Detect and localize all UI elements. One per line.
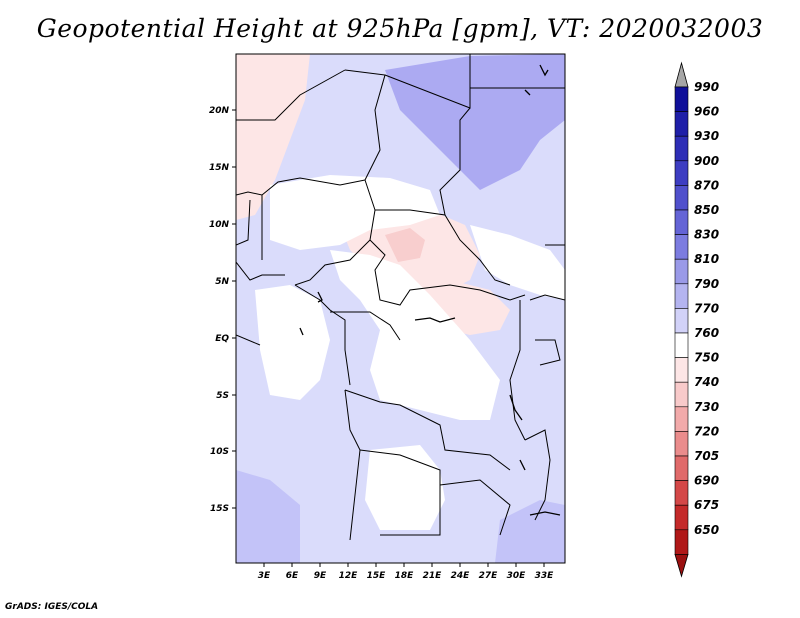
lat-tick-label: 15S: [210, 504, 229, 514]
lon-tick-label: 6E: [286, 571, 299, 581]
grads-credit: GrADS: IGES/COLA: [5, 602, 99, 612]
chart-title: Geopotential Height at 925hPa [gpm], VT:…: [36, 14, 764, 43]
lat-tick-label: 20N: [209, 106, 230, 116]
colorbar-level-label: 790: [694, 277, 719, 291]
colorbar-level-label: 770: [694, 301, 719, 315]
colorbar-level-label: 900: [694, 154, 719, 168]
colorbar-level-label: 720: [694, 424, 719, 438]
shaded-field: [236, 54, 565, 563]
shade-region-low-northwest: [236, 54, 310, 220]
colorbar-band: [674, 381, 689, 408]
colorbar-level-label: 705: [694, 449, 719, 463]
colorbar-level-label: 810: [694, 252, 719, 266]
lon-tick-label: 21E: [423, 571, 443, 581]
lon-tick-label: 30E: [507, 571, 527, 581]
lon-tick-label: 3E: [258, 571, 271, 581]
colorbar-level-label: 690: [694, 474, 719, 488]
shade-region-neutral-north: [270, 175, 440, 250]
lat-tick-label: 5N: [215, 277, 229, 287]
colorbar-level-label: 750: [694, 351, 719, 365]
lon-tick-label: 27E: [479, 571, 499, 581]
colorbar-band: [674, 332, 689, 358]
colorbar: 990 960 930 900 870 850 830 810 790 770 760 750 740 7…: [674, 61, 719, 578]
longitude-axis: 3E 6E 9E 12E 15E 18E 21E 24E 27E 30E 33E: [258, 563, 554, 581]
lat-tick-label: EQ: [215, 334, 229, 344]
colorbar-level-label: 740: [694, 375, 719, 389]
colorbar-band: [674, 160, 689, 186]
colorbar-level-label: 850: [694, 203, 719, 217]
colorbar-band: [674, 480, 689, 506]
colorbar-band: [674, 283, 689, 309]
map-frame: [235, 53, 566, 564]
colorbar-top-arrow: [674, 61, 689, 88]
shade-region-neutral-west: [255, 285, 330, 400]
shade-region-neutral-center: [330, 250, 500, 420]
colorbar-band: [674, 504, 689, 531]
lon-tick-label: 18E: [395, 571, 415, 581]
colorbar-band: [674, 209, 689, 235]
shade-region-high-southeast: [495, 500, 565, 563]
lon-tick-label: 9E: [314, 571, 327, 581]
colorbar-level-label: 990: [694, 80, 719, 94]
colorbar-band: [674, 406, 689, 432]
colorbar-band: [674, 135, 689, 162]
lat-tick-label: 10N: [209, 220, 230, 230]
lat-tick-label: 5S: [216, 391, 229, 401]
shade-region-high-southwest: [236, 470, 300, 563]
colorbar-band: [674, 455, 689, 481]
shade-region-low-core: [385, 228, 425, 262]
colorbar-level-label: 960: [694, 105, 719, 119]
colorbar-band: [674, 357, 689, 383]
lon-tick-label: 15E: [367, 571, 387, 581]
colorbar-bottom-arrow: [674, 554, 689, 578]
shade-region-neutral-south: [365, 445, 445, 530]
shade-region-neutral-east: [470, 225, 565, 300]
lon-tick-label: 24E: [451, 571, 471, 581]
colorbar-level-label: 930: [694, 129, 719, 143]
colorbar-level-label: 675: [694, 498, 719, 512]
colorbar-level-label: 760: [694, 326, 719, 340]
colorbar-level-label: 830: [694, 228, 719, 242]
lat-tick-label: 10S: [210, 447, 229, 457]
colorbar-band: [674, 308, 689, 334]
colorbar-level-label: 650: [694, 523, 719, 537]
lon-tick-label: 12E: [339, 571, 359, 581]
lon-tick-label: 33E: [535, 571, 555, 581]
colorbar-band: [674, 258, 689, 285]
colorbar-band: [674, 86, 689, 112]
map-panel: [235, 53, 566, 564]
colorbar-band: [674, 185, 689, 211]
lat-tick-label: 15N: [209, 163, 230, 173]
colorbar-band: [674, 111, 689, 137]
lakes-and-islands: [299, 64, 561, 516]
latitude-axis: 20N 15N 10N 5N EQ 5S 10S 15S: [209, 106, 236, 514]
colorbar-band: [674, 529, 689, 555]
colorbar-level-label: 730: [694, 400, 719, 414]
colorbar-band: [674, 431, 689, 457]
colorbar-band: [674, 234, 689, 260]
colorbar-level-label: 870: [694, 178, 719, 192]
country-borders: [236, 54, 565, 541]
